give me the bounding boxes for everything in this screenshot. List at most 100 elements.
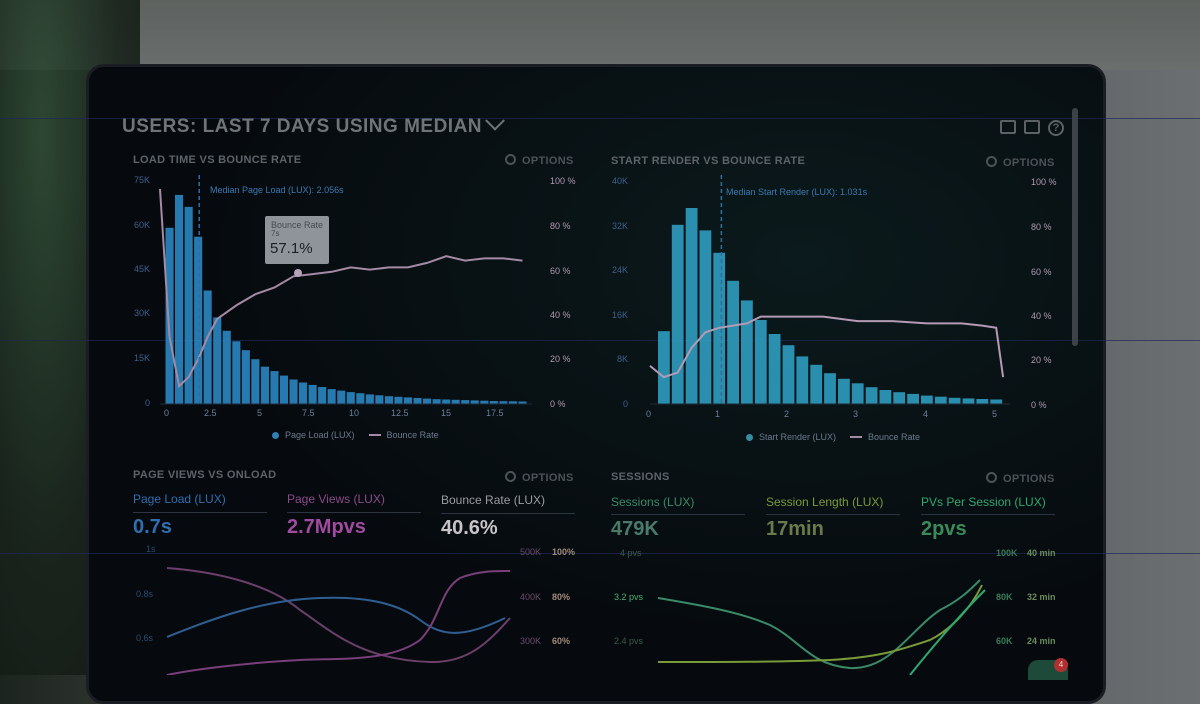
scrollbar[interactable]: [1072, 108, 1078, 346]
sessions-right-tick: 40 min: [1027, 548, 1056, 558]
metric-divider: [441, 513, 575, 514]
y-tick-label: 40K: [611, 176, 628, 186]
pv-left-tick: 1s: [146, 544, 156, 554]
metric-value-page-views: 2.7Mpvs: [287, 516, 366, 538]
gear-icon: [986, 156, 997, 167]
legend-dot-icon: [746, 433, 753, 441]
monitor-icon[interactable]: [1000, 120, 1016, 134]
right-tick-label: 100 %: [1031, 177, 1057, 187]
legend-line-icon: [368, 434, 381, 436]
x-tick-label: 5: [992, 409, 998, 419]
sessions-options-button[interactable]: OPTIONS: [986, 472, 1055, 485]
notification-badge: 4: [1054, 658, 1068, 672]
panel-title-page-views: PAGE VIEWS VS ONLOAD: [133, 469, 277, 481]
right-tick-label: 20 %: [1031, 355, 1052, 365]
metric-label-session-length: Session Length (LUX): [766, 495, 884, 509]
external-link-icon[interactable]: [1024, 120, 1040, 134]
median-page-load-label: Median Page Load (LUX): 2.056s: [210, 185, 344, 195]
pv-mid-tick: 500K: [520, 547, 542, 557]
x-tick-label: 3: [853, 409, 859, 419]
metric-divider: [766, 514, 900, 515]
y-tick-label: 0: [622, 399, 628, 409]
pv-left-tick: 0.6s: [136, 633, 154, 643]
y-tick-label: 45K: [133, 264, 150, 274]
overlay-grid-line: [0, 118, 1200, 119]
right-tick-label: 0 %: [550, 399, 566, 409]
x-tick-label: 17.5: [486, 408, 504, 418]
y-tick-label: 24K: [611, 265, 628, 275]
sessions-right-tick: 24 min: [1027, 636, 1056, 646]
gear-icon: [505, 154, 516, 165]
y-tick-label: 32K: [611, 221, 628, 231]
sessions-left-tick: 3.2 pvs: [614, 592, 644, 602]
metric-value-sessions: 479K: [611, 518, 659, 540]
overlay-grid-line: [0, 553, 1200, 554]
load-time-options-button[interactable]: OPTIONS: [505, 154, 574, 167]
background-wall: [0, 0, 1200, 70]
pv-right-tick: 80%: [552, 592, 571, 602]
x-tick-label: 12.5: [391, 408, 409, 418]
tooltip-title: Bounce Rate: [271, 220, 324, 230]
y-tick-label: 15K: [133, 353, 150, 363]
pv-mid-tick: 400K: [520, 592, 542, 602]
sessions-right-tick: 32 min: [1027, 592, 1056, 602]
legend-line-icon: [850, 436, 863, 438]
y-tick-label: 30K: [133, 308, 150, 318]
tooltip-sub: 7s: [271, 229, 280, 238]
pv-mid-tick: 300K: [520, 636, 542, 646]
right-tick-label: 40 %: [1031, 311, 1052, 321]
x-tick-label: 4: [923, 409, 929, 419]
sessions-left-tick: 4 pvs: [620, 548, 642, 558]
right-tick-label: 80 %: [1031, 222, 1052, 232]
dashboard-title-text: USERS: LAST 7 DAYS USING MEDIAN: [122, 116, 483, 137]
x-tick-label: 2.5: [204, 408, 217, 418]
metric-label-page-load: Page Load (LUX): [133, 492, 226, 506]
x-tick-label: 2: [784, 409, 790, 419]
metric-value-pvs-per-session: 2pvs: [921, 518, 967, 540]
metric-value-session-length: 17min: [766, 518, 824, 540]
metric-divider: [133, 512, 267, 513]
header-icons: ?: [1000, 120, 1064, 136]
options-label: OPTIONS: [522, 472, 574, 484]
metric-label-sessions: Sessions (LUX): [611, 495, 695, 509]
metric-divider: [921, 514, 1055, 515]
dashboard-title[interactable]: USERS: LAST 7 DAYS USING MEDIAN: [122, 110, 505, 138]
right-tick-label: 100 %: [550, 176, 576, 186]
gear-icon: [505, 471, 516, 482]
metric-divider: [287, 512, 421, 513]
panel-title-sessions: SESSIONS: [611, 471, 670, 483]
legend-bar-label: Start Render (LUX): [759, 432, 837, 442]
x-tick-label: 5: [257, 408, 263, 418]
right-tick-label: 0 %: [1031, 400, 1047, 410]
y-tick-label: 0: [144, 398, 150, 408]
metric-value-bounce-rate: 40.6%: [441, 517, 498, 539]
metric-label-page-views: Page Views (LUX): [287, 492, 385, 506]
legend-line-label: Bounce Rate: [868, 432, 921, 442]
y-tick-label: 8K: [616, 354, 628, 364]
y-tick-label: 75K: [133, 175, 150, 185]
right-tick-label: 60 %: [550, 266, 571, 276]
metric-divider: [611, 514, 745, 515]
right-tick-label: 80 %: [550, 221, 571, 231]
median-start-render-label: Median Start Render (LUX): 1.031s: [726, 187, 868, 197]
help-icon[interactable]: ?: [1048, 120, 1064, 136]
sessions-mid-tick: 60K: [996, 636, 1013, 646]
start-render-options-button[interactable]: OPTIONS: [986, 156, 1055, 169]
x-tick-label: 7.5: [302, 408, 315, 418]
sessions-mid-tick: 80K: [996, 592, 1013, 602]
y-tick-label: 16K: [611, 310, 628, 320]
bounce-rate-tooltip: Bounce Rate 7s 57.1%: [265, 216, 329, 264]
page-views-options-button[interactable]: OPTIONS: [505, 471, 574, 484]
options-label: OPTIONS: [1003, 157, 1055, 169]
right-tick-label: 60 %: [1031, 267, 1052, 277]
pv-right-tick: 100%: [552, 547, 576, 557]
panel-title-start-render: START RENDER VS BOUNCE RATE: [611, 155, 806, 167]
x-tick-label: 10: [349, 408, 360, 418]
help-glyph: ?: [1052, 122, 1060, 134]
pv-left-tick: 0.8s: [136, 589, 154, 599]
x-tick-label: 0: [646, 409, 652, 419]
gear-icon: [986, 472, 997, 483]
overlay-grid-line: [0, 340, 1200, 341]
metric-label-pvs-per-session: PVs Per Session (LUX): [921, 495, 1046, 509]
right-tick-label: 40 %: [550, 310, 571, 320]
